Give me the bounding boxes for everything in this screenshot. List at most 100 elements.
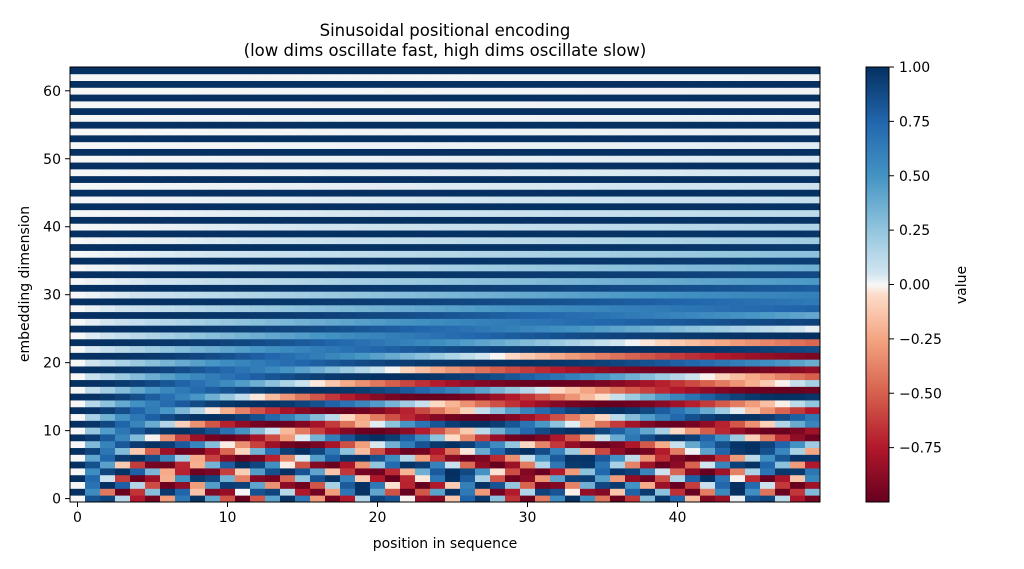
heatmap-cell [505, 216, 521, 224]
heatmap-cell [415, 264, 431, 272]
heatmap-cell [790, 461, 806, 469]
heatmap-cell [760, 73, 776, 81]
heatmap-cell [505, 134, 521, 143]
heatmap-cell [70, 474, 86, 483]
heatmap-cell [430, 243, 446, 251]
heatmap-cell [610, 420, 626, 428]
heatmap-cell [700, 468, 716, 476]
heatmap-cell [445, 413, 461, 421]
heatmap-cell [190, 114, 206, 122]
heatmap-cell [280, 461, 296, 469]
heatmap-cell [685, 148, 701, 156]
heatmap-cell [205, 155, 221, 163]
heatmap-cell [70, 121, 86, 129]
heatmap-cell [400, 114, 416, 122]
heatmap-cell [595, 481, 611, 489]
heatmap-cell [460, 162, 476, 170]
heatmap-cell [100, 427, 116, 435]
heatmap-cell [115, 87, 131, 95]
heatmap-cell [595, 413, 611, 421]
heatmap-cell [775, 250, 791, 258]
heatmap-cell [85, 114, 101, 122]
heatmap-cell [490, 338, 506, 347]
heatmap-cell [370, 304, 386, 313]
heatmap-cell [760, 420, 776, 428]
heatmap-cell [715, 223, 731, 231]
heatmap-cell [220, 366, 236, 374]
heatmap-cell [400, 434, 416, 442]
heatmap-cell [640, 128, 656, 136]
heatmap-cell [685, 128, 701, 136]
heatmap-cell [685, 393, 701, 401]
heatmap-cell [295, 298, 311, 306]
heatmap-cell [250, 406, 266, 415]
heatmap-cell [715, 359, 731, 367]
heatmap-cell [100, 223, 116, 231]
heatmap-cell [520, 291, 536, 299]
heatmap-cell [430, 366, 446, 374]
heatmap-cell [715, 284, 731, 292]
heatmap-cell [790, 182, 806, 190]
heatmap-cell [325, 277, 341, 285]
heatmap-cell [790, 379, 806, 387]
heatmap-cell [250, 386, 266, 394]
heatmap-cell [730, 128, 746, 136]
heatmap-cell [655, 304, 671, 313]
heatmap-cell [550, 196, 566, 204]
heatmap-cell [550, 87, 566, 95]
heatmap-cell [685, 100, 701, 109]
heatmap-cell [730, 488, 746, 496]
heatmap-cell [670, 400, 686, 408]
heatmap-cell [310, 67, 326, 75]
heatmap-cell [595, 311, 611, 319]
heatmap-cell [700, 447, 716, 455]
heatmap-cell [100, 379, 116, 387]
heatmap-cell [490, 216, 506, 224]
heatmap-cell [370, 400, 386, 408]
heatmap-cell [145, 128, 161, 136]
heatmap-cell [370, 121, 386, 129]
heatmap-cell [205, 386, 221, 394]
heatmap-cell [370, 447, 386, 455]
heatmap-cell [445, 196, 461, 204]
heatmap-cell [685, 73, 701, 81]
heatmap-cell [655, 332, 671, 340]
heatmap-cell [460, 202, 476, 211]
heatmap-cell [385, 413, 401, 421]
heatmap-cell [550, 162, 566, 170]
heatmap-cell [70, 440, 86, 449]
heatmap-cell [715, 434, 731, 442]
heatmap-cell [610, 128, 626, 136]
heatmap-cell [220, 386, 236, 394]
heatmap-cell [145, 468, 161, 476]
heatmap-cell [280, 366, 296, 374]
heatmap-cell [505, 107, 521, 115]
heatmap-cell [85, 454, 101, 462]
heatmap-cell [190, 155, 206, 163]
heatmap-cell [70, 427, 86, 435]
heatmap-cell [385, 107, 401, 115]
heatmap-cell [250, 134, 266, 143]
heatmap-cell [655, 366, 671, 374]
heatmap-cell [340, 236, 356, 245]
heatmap-cell [400, 264, 416, 272]
heatmap-cell [250, 270, 266, 279]
heatmap-cell [805, 311, 821, 319]
heatmap-cell [475, 80, 491, 88]
heatmap-cell [355, 148, 371, 156]
heatmap-cell [445, 155, 461, 163]
heatmap-cell [175, 481, 191, 489]
heatmap-cell [400, 168, 416, 177]
heatmap-cell [385, 386, 401, 394]
heatmap-cell [595, 155, 611, 163]
heatmap-cell [295, 304, 311, 313]
heatmap-cell [280, 243, 296, 251]
colorbar-tick-label: 0.50 [899, 169, 930, 185]
heatmap-cell [460, 393, 476, 401]
heatmap-cell [115, 495, 131, 503]
heatmap-cell [385, 447, 401, 455]
heatmap-cell [160, 352, 176, 360]
heatmap-cell [325, 80, 341, 88]
heatmap-cell [445, 386, 461, 394]
heatmap-cell [700, 495, 716, 503]
